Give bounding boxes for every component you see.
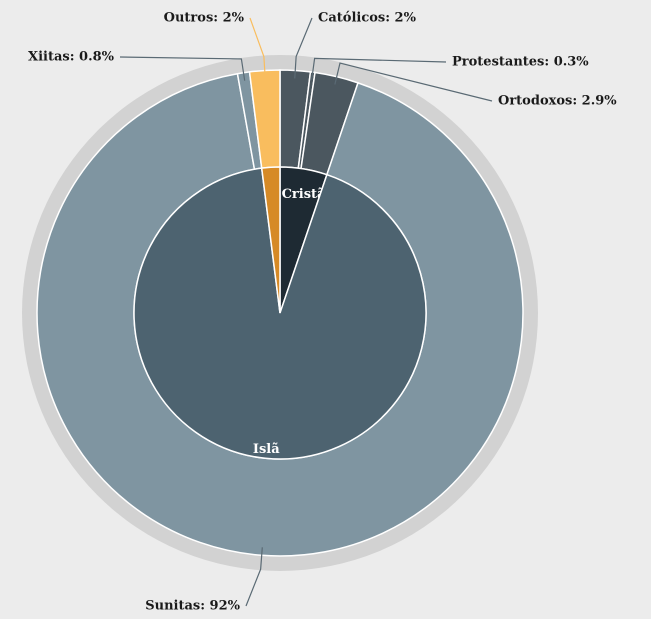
outer-label: Outros: 2% [164, 11, 245, 26]
outer-label: Sunitas: 92% [145, 599, 240, 614]
inner-label: Islã [253, 442, 280, 457]
outer-label: Católicos: 2% [318, 11, 417, 26]
outer-label: Ortodoxos: 2.9% [498, 94, 617, 109]
outer-label: Protestantes: 0.3% [452, 55, 589, 70]
outer-label: Xiitas: 0.8% [28, 50, 115, 65]
chart: Católicos: 2% Protestantes: 0.3% Ortodoxos… [0, 0, 651, 619]
